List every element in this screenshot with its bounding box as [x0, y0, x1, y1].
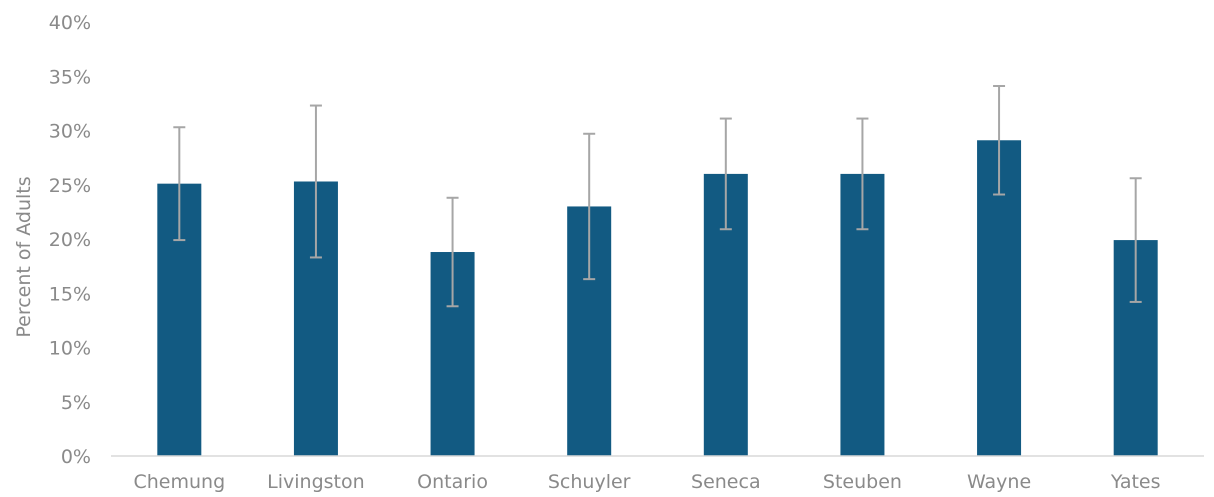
- y-tick-label: 10%: [49, 338, 91, 360]
- x-tick-label: Chemung: [133, 471, 225, 493]
- x-tick-label: Livingston: [267, 471, 365, 493]
- error-bar: [993, 85, 1006, 196]
- y-tick-label: 15%: [49, 283, 91, 305]
- x-tick-label: Seneca: [691, 471, 761, 493]
- error-bar: [719, 117, 732, 231]
- y-axis-ticks: 0% 5% 10% 15% 20% 25% 30% 35% 40%: [49, 12, 91, 468]
- x-tick-label: Ontario: [417, 471, 488, 493]
- y-tick-label: 0%: [61, 446, 91, 468]
- error-bar: [856, 117, 869, 231]
- x-axis-ticks: Chemung Livingston Ontario Schuyler Seneca St…: [133, 471, 1160, 493]
- y-tick-label: 30%: [49, 121, 91, 143]
- error-bar: [583, 132, 596, 281]
- error-bar: [1129, 177, 1142, 303]
- y-tick-label: 35%: [49, 66, 91, 88]
- x-tick-label: Wayne: [967, 471, 1031, 493]
- x-tick-label: Yates: [1110, 471, 1161, 493]
- y-tick-label: 20%: [49, 229, 91, 251]
- x-tick-label: Steuben: [823, 471, 902, 493]
- error-bars-group: [173, 85, 1142, 308]
- error-bar: [446, 196, 459, 308]
- x-tick-label: Schuyler: [548, 471, 631, 493]
- y-axis-title: Percent of Adults: [13, 176, 35, 337]
- y-tick-label: 40%: [49, 12, 91, 34]
- error-bar: [309, 104, 322, 259]
- y-tick-label: 5%: [61, 392, 91, 414]
- y-tick-label: 25%: [49, 175, 91, 197]
- bars-group: [157, 140, 1158, 457]
- error-bar: [173, 126, 186, 242]
